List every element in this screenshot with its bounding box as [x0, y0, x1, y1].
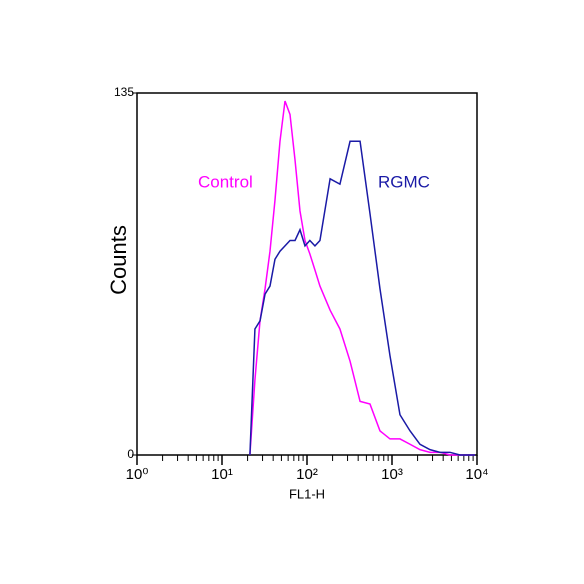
- y-tick-label: 135: [114, 85, 134, 99]
- x-tick-label: 10⁴: [465, 466, 488, 483]
- series-line: [249, 140, 475, 456]
- series-label: Control: [198, 172, 253, 191]
- plot-frame: [136, 92, 478, 456]
- x-tick-label: 10¹: [211, 466, 233, 483]
- y-tick-label: 0: [127, 447, 134, 461]
- x-tick-label: 10³: [381, 466, 403, 483]
- y-axis-label: Counts: [106, 225, 131, 295]
- series-label: RGMC: [378, 172, 430, 191]
- series-line: [249, 100, 475, 456]
- x-tick-label: 10⁰: [126, 466, 149, 483]
- x-tick-label: 10²: [296, 466, 318, 483]
- x-axis-label: FL1-H: [289, 486, 325, 501]
